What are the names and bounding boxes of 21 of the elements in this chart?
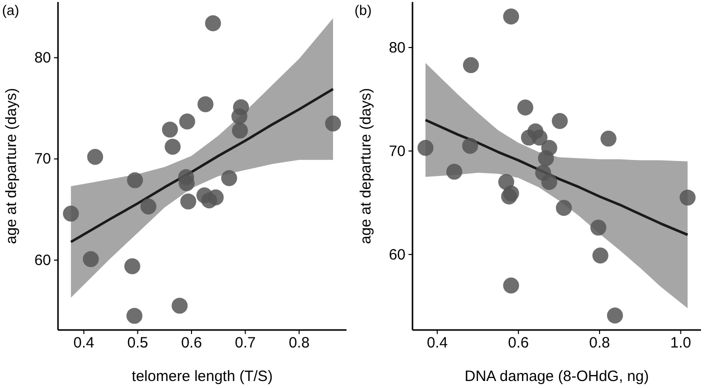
chart-title: (b) — [354, 2, 372, 18]
y-tick-label: 70 — [388, 142, 406, 160]
x-axis-title: telomere length (T/S) — [132, 368, 273, 385]
x-tick-label: 0.6 — [181, 334, 202, 352]
y-axis-title: age at departure (days) — [3, 88, 20, 244]
x-tick-label: 0.4 — [73, 334, 94, 352]
chart-title: (a) — [2, 2, 20, 18]
y-tick-label: 80 — [388, 39, 406, 56]
x-tick-label: 0.8 — [589, 334, 610, 352]
x-axis-title: DNA damage (8-OHdG, ng) — [464, 368, 649, 385]
y-tick-label: 80 — [34, 49, 51, 66]
y-tick-label: 70 — [34, 150, 51, 168]
y-tick-label: 60 — [388, 246, 406, 264]
x-tick-label: 0.4 — [426, 334, 448, 352]
x-tick-label: 0.7 — [234, 334, 256, 352]
y-axis-title: age at departure (days) — [358, 88, 374, 244]
x-tick-label: 0.8 — [288, 334, 310, 352]
x-tick-label: 0.6 — [508, 334, 529, 352]
y-tick-label: 60 — [34, 252, 51, 269]
x-tick-label: 1.0 — [670, 334, 692, 352]
x-tick-label: 0.5 — [127, 334, 148, 352]
